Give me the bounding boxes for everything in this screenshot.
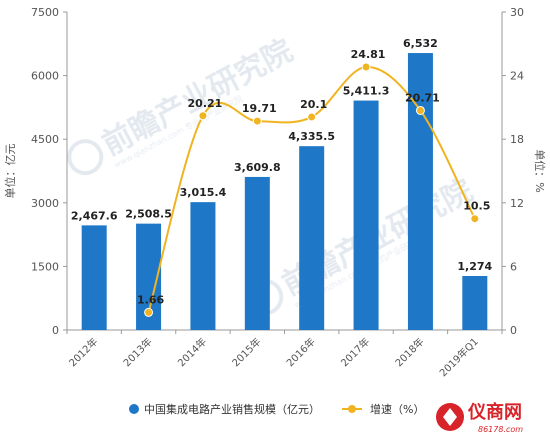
bar-data-label: 1,274 — [457, 260, 492, 273]
legend: 中国集成电路产业销售规模（亿元） 增速（%） — [129, 402, 424, 416]
x-tick-label: 2018年 — [392, 335, 426, 369]
x-tick-label: 2015年 — [229, 335, 263, 369]
line-point[interactable] — [415, 105, 425, 115]
y-tick-label: 4500 — [31, 133, 59, 146]
line-data-label: 24.81 — [351, 48, 386, 61]
bar-data-label: 2,508.5 — [125, 208, 172, 221]
legend-bar-marker-icon — [129, 404, 139, 414]
watermark-logo-icon — [67, 139, 104, 176]
x-tick-label: 2014年 — [175, 335, 209, 369]
x-tick-label: 2017年 — [338, 335, 372, 369]
x-tick-label: 2016年 — [284, 335, 318, 369]
y2-axis-title: 单位：% — [533, 149, 547, 192]
y2-axis-ticks: 0 6 12 18 24 30 — [502, 6, 524, 337]
line-point[interactable] — [361, 62, 371, 72]
y2-tick-label: 0 — [510, 324, 517, 337]
line-data-labels: 1.66 20.21 19.71 20.1 24.81 20.71 10.5 — [137, 48, 490, 306]
y-tick-label: 6000 — [31, 70, 59, 83]
line-point[interactable] — [252, 116, 262, 126]
line-data-label: 10.5 — [463, 200, 490, 213]
legend-line-dot-icon — [348, 405, 356, 413]
bar[interactable] — [353, 100, 379, 330]
logo-mark-inner-icon — [443, 408, 457, 426]
bar[interactable] — [244, 176, 270, 330]
line-data-label: 20.21 — [188, 97, 223, 110]
bar-data-label: 3,609.8 — [234, 161, 281, 174]
line-point[interactable] — [198, 111, 208, 121]
line-series — [144, 62, 480, 317]
y-tick-label: 3000 — [31, 197, 59, 210]
y-tick-label: 7500 — [31, 6, 59, 19]
bar-series — [81, 53, 488, 330]
logo-url: 86178.com — [478, 425, 523, 434]
logo-text: 仪商网 — [467, 401, 522, 423]
bar[interactable] — [299, 146, 325, 330]
bar-data-label: 6,532 — [403, 37, 438, 50]
bar-data-label: 2,467.6 — [71, 209, 118, 222]
legend-item-line[interactable]: 增速（%） — [342, 402, 424, 416]
legend-bar-label: 中国集成电路产业销售规模（亿元） — [144, 402, 320, 416]
y2-tick-label: 6 — [510, 260, 517, 273]
line-data-label: 20.71 — [405, 91, 440, 104]
x-tick-label: 2013年 — [120, 335, 154, 369]
x-axis-ticks: 2012年 2013年 2014年 2015年 2016年 2017年 2018年 2019年… — [66, 330, 503, 379]
y2-tick-label: 24 — [510, 70, 524, 83]
x-tick-label: 2012年 — [66, 335, 100, 369]
y-tick-label: 0 — [52, 324, 59, 337]
line-data-label: 1.66 — [137, 293, 164, 306]
y2-tick-label: 18 — [510, 133, 524, 146]
bar-data-labels: 2,467.6 2,508.5 3,015.4 3,609.8 4,335.5 5,411… — [71, 37, 493, 273]
line-data-label: 20.1 — [300, 98, 327, 111]
bar[interactable] — [462, 275, 488, 330]
legend-item-bar[interactable]: 中国集成电路产业销售规模（亿元） — [129, 402, 320, 416]
y-axis-title: 单位：亿元 — [3, 144, 17, 199]
bar-data-label: 5,411.3 — [343, 85, 390, 98]
bar[interactable] — [81, 225, 107, 330]
line-point[interactable] — [470, 214, 480, 224]
line-point[interactable] — [144, 307, 154, 317]
line-data-label: 19.71 — [242, 102, 277, 115]
y2-tick-label: 12 — [510, 197, 524, 210]
site-logo: 仪商网 86178.com — [436, 401, 523, 434]
bar[interactable] — [190, 202, 216, 330]
x-tick-label: 2019年Q1 — [437, 335, 481, 379]
legend-line-label: 增速（%） — [370, 402, 424, 416]
y-tick-label: 1500 — [31, 260, 59, 273]
y2-tick-label: 30 — [510, 6, 524, 19]
bar-data-label: 4,335.5 — [288, 130, 335, 143]
bar-data-label: 3,015.4 — [180, 186, 227, 199]
y-axis-ticks: 0 1500 3000 4500 6000 7500 — [31, 6, 67, 337]
line-point[interactable] — [307, 112, 317, 122]
